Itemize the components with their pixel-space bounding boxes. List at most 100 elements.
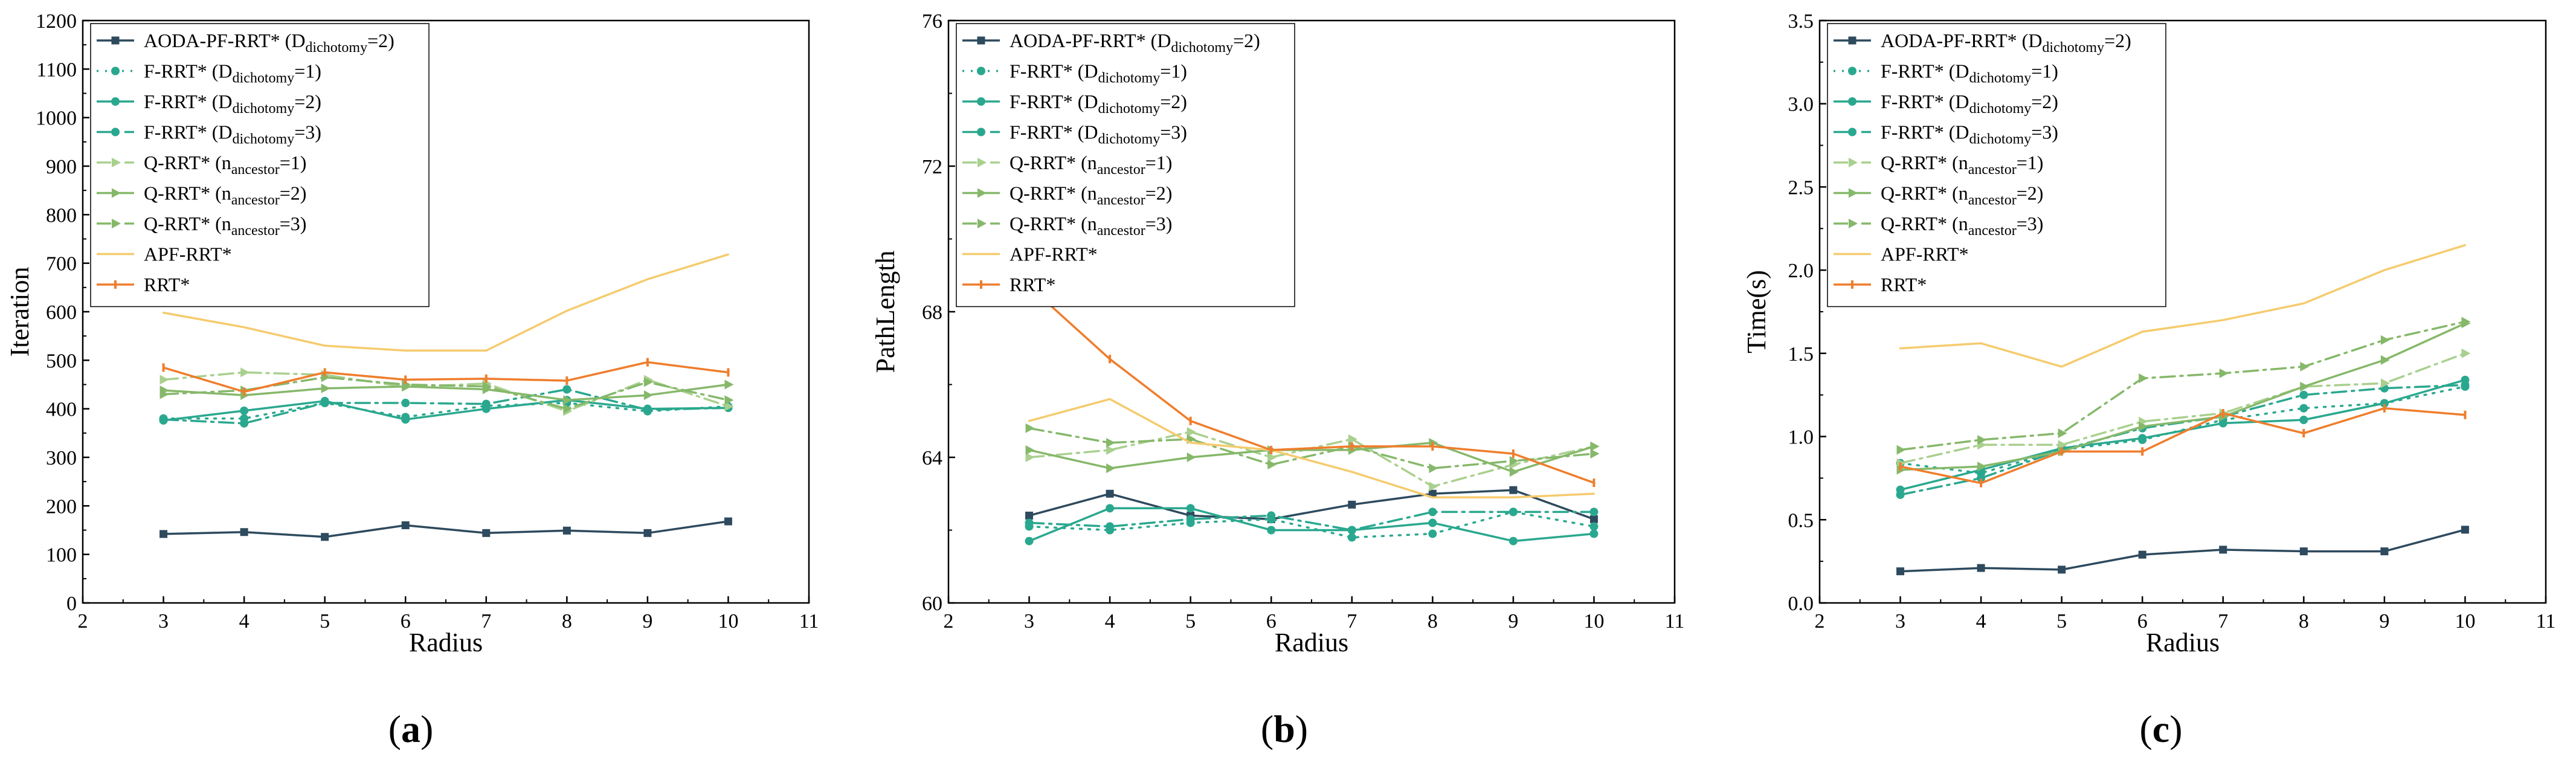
- x-tick-label: 7: [1347, 610, 1357, 633]
- data-point: [321, 533, 329, 541]
- series-line-qrrt_n1: [1899, 352, 2467, 465]
- x-tick-label: 11: [2536, 610, 2556, 633]
- x-tick-label: 8: [562, 610, 572, 633]
- legend-marker: [111, 66, 120, 76]
- y-tick-label: 500: [46, 350, 77, 372]
- y-tick-label: 700: [46, 253, 77, 275]
- data-point: [1509, 507, 1518, 517]
- series-line-apf: [1899, 244, 2467, 368]
- legend-box: [956, 23, 1295, 308]
- series-line-qrrt_n2: [1899, 322, 2467, 471]
- legend-item-aoda_d2: AODA-PF-RRT* (Ddichotomy=2): [1834, 30, 2131, 56]
- legend-label: F-RRT* (Ddichotomy=2): [1009, 91, 1187, 117]
- data-point: [321, 383, 330, 393]
- legend-label: APF-RRT*: [144, 243, 232, 265]
- data-point: [563, 404, 573, 414]
- legend-label: F-RRT* (Ddichotomy=2): [144, 91, 321, 117]
- series-line-frrt_d2: [1028, 507, 1596, 543]
- legend-label: Q-RRT* (nancestor=3): [1009, 213, 1172, 239]
- data-point: [1896, 567, 1905, 576]
- x-tick-label: 6: [2137, 610, 2148, 633]
- data-point: [240, 528, 248, 536]
- x-tick-label: 10: [1583, 610, 1604, 633]
- data-point: [2380, 399, 2389, 408]
- data-point: [563, 395, 573, 405]
- data-point: [240, 367, 250, 378]
- legend-marker: [1848, 36, 1856, 45]
- x-axis-label: Radius: [409, 628, 483, 657]
- legend-marker: [977, 219, 987, 228]
- series-rrt: [1028, 282, 1596, 488]
- data-point: [1589, 507, 1599, 517]
- series-aoda_d2: [159, 517, 732, 541]
- x-tick-label: 4: [1105, 610, 1115, 633]
- legend-item-apf: APF-RRT*: [97, 243, 232, 265]
- data-point: [1428, 529, 1437, 538]
- data-point: [562, 385, 572, 394]
- series-apf: [1028, 398, 1596, 499]
- data-point: [1025, 452, 1035, 462]
- series-frrt_d3: [1025, 507, 1599, 535]
- legend-marker: [977, 127, 985, 137]
- series-line-aoda_d2: [162, 520, 730, 538]
- legend-marker: [112, 188, 121, 198]
- legend-marker: [1849, 158, 1858, 167]
- legend-item-aoda_d2: AODA-PF-RRT* (Ddichotomy=2): [962, 30, 1260, 56]
- y-tick-label: 800: [46, 204, 77, 227]
- series-qrrt_n2: [159, 379, 734, 405]
- data-point: [1106, 445, 1116, 455]
- data-point: [1267, 460, 1277, 470]
- legend-item-qrrt_n2: Q-RRT* (nancestor=2): [962, 182, 1172, 208]
- data-point: [1025, 536, 1034, 546]
- data-point: [1509, 486, 1518, 494]
- x-tick-label: 4: [239, 610, 250, 633]
- legend-label: Q-RRT* (nancestor=1): [1881, 152, 2043, 178]
- legend-marker: [1849, 219, 1858, 228]
- data-point: [1267, 452, 1277, 462]
- legend-label: APF-RRT*: [1881, 243, 1969, 265]
- series-line-frrt_d1: [1028, 510, 1596, 539]
- x-tick-label: 2: [1815, 610, 1825, 633]
- series-line-apf: [162, 253, 730, 352]
- data-point: [320, 399, 329, 408]
- data-point: [1509, 456, 1519, 466]
- data-point: [1025, 518, 1034, 527]
- y-tick-label: 1.0: [1788, 427, 1814, 449]
- data-point: [724, 395, 734, 405]
- data-point: [1977, 435, 1987, 445]
- data-point: [2138, 550, 2146, 559]
- data-point: [1267, 526, 1276, 535]
- y-axis-label: Time(s): [1742, 270, 1771, 353]
- legend-item-qrrt_n2: Q-RRT* (nancestor=2): [1834, 182, 2043, 208]
- legend-label: F-RRT* (Ddichotomy=3): [1881, 121, 2058, 147]
- legend-item-qrrt_n1: Q-RRT* (nancestor=1): [1834, 152, 2043, 178]
- legend-marker: [977, 158, 987, 167]
- data-point: [1186, 504, 1195, 513]
- data-point: [1025, 511, 1034, 520]
- data-point: [562, 526, 571, 535]
- x-tick-label: 5: [320, 610, 330, 633]
- y-tick-label: 1200: [36, 10, 77, 33]
- data-point: [1187, 427, 1196, 437]
- data-point: [1977, 462, 1987, 472]
- x-tick-label: 10: [2455, 610, 2475, 633]
- legend-item-frrt_d2: F-RRT* (Ddichotomy=2): [1834, 91, 2058, 117]
- y-tick-label: 400: [46, 399, 77, 421]
- data-point: [2380, 355, 2390, 365]
- legend-item-apf: APF-RRT*: [962, 243, 1098, 265]
- legend-label: RRT*: [144, 274, 190, 295]
- series-apf: [162, 253, 730, 352]
- y-tick-label: 2.0: [1788, 260, 1814, 282]
- y-tick-label: 0.5: [1788, 509, 1814, 532]
- y-tick-label: 0.0: [1788, 593, 1814, 615]
- y-tick-label: 900: [46, 156, 77, 178]
- legend: AODA-PF-RRT* (Ddichotomy=2) F-RRT* (Ddich…: [1827, 23, 2166, 308]
- legend-item-apf: APF-RRT*: [1834, 243, 1969, 265]
- data-point: [2380, 547, 2389, 556]
- data-point: [482, 381, 492, 391]
- x-tick-label: 5: [1185, 610, 1196, 633]
- legend-label: AODA-PF-RRT* (Ddichotomy=2): [144, 30, 394, 56]
- data-point: [2380, 335, 2390, 345]
- legend-item-aoda_d2: AODA-PF-RRT* (Ddichotomy=2): [97, 30, 394, 56]
- data-point: [643, 377, 653, 387]
